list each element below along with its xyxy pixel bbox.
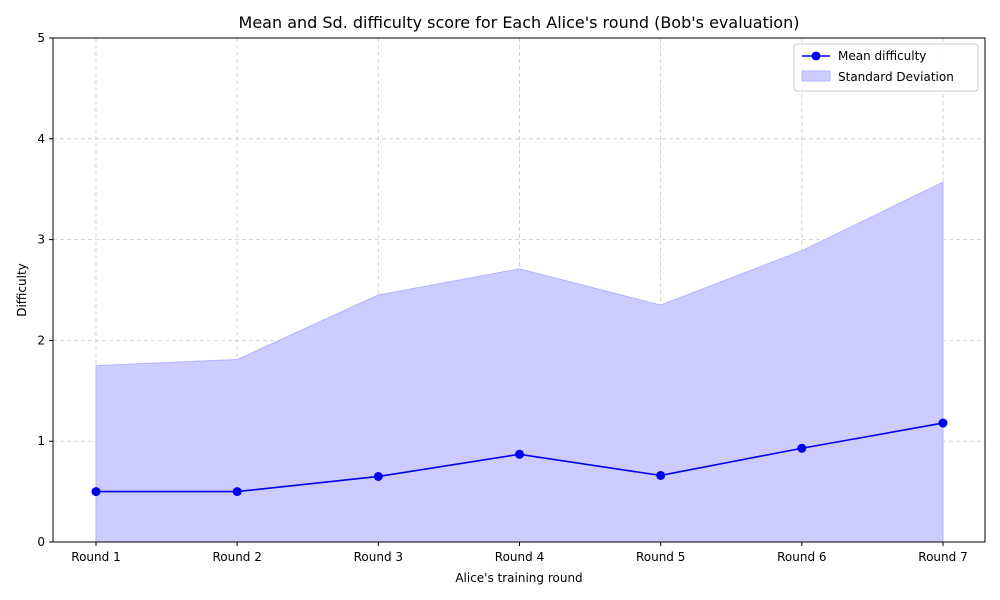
y-tick-label: 5 <box>37 31 45 45</box>
legend-mean-marker <box>811 51 821 61</box>
mean-point <box>797 443 807 453</box>
mean-point <box>938 418 948 428</box>
y-tick-label: 2 <box>37 333 45 347</box>
legend-sd-swatch <box>801 70 831 82</box>
mean-point <box>656 470 666 480</box>
mean-point <box>91 487 101 497</box>
mean-line-group <box>91 418 948 497</box>
y-axis-label: Difficulty <box>15 263 29 317</box>
mean-point <box>232 487 242 497</box>
mean-point <box>373 471 383 481</box>
y-tick-label: 3 <box>37 233 45 247</box>
x-tick-label: Round 6 <box>777 550 826 564</box>
x-tick-label: Round 2 <box>212 550 261 564</box>
legend-sd-label: Standard Deviation <box>838 70 954 84</box>
chart-title: Mean and Sd. difficulty score for Each A… <box>239 13 800 32</box>
x-axis-label: Alice's training round <box>455 571 582 585</box>
x-tick-label: Round 3 <box>354 550 403 564</box>
x-tick-label: Round 5 <box>636 550 685 564</box>
mean-point <box>515 449 524 459</box>
x-tick-label: Round 7 <box>918 550 967 564</box>
legend-box <box>793 43 979 92</box>
y-axis: 0 1 2 3 4 5 <box>37 31 53 549</box>
y-tick-label: 0 <box>37 535 45 549</box>
x-axis: Round 1 Round 2 Round 3 Round 4 Round 5 Round… <box>71 542 968 564</box>
y-tick-label: 1 <box>37 434 45 448</box>
legend: Mean difficulty Standard Deviation <box>793 43 979 92</box>
x-tick-label: Round 1 <box>71 550 120 564</box>
y-tick-label: 4 <box>37 132 45 146</box>
x-tick-label: Round 4 <box>495 550 544 564</box>
legend-mean-label: Mean difficulty <box>838 49 926 63</box>
